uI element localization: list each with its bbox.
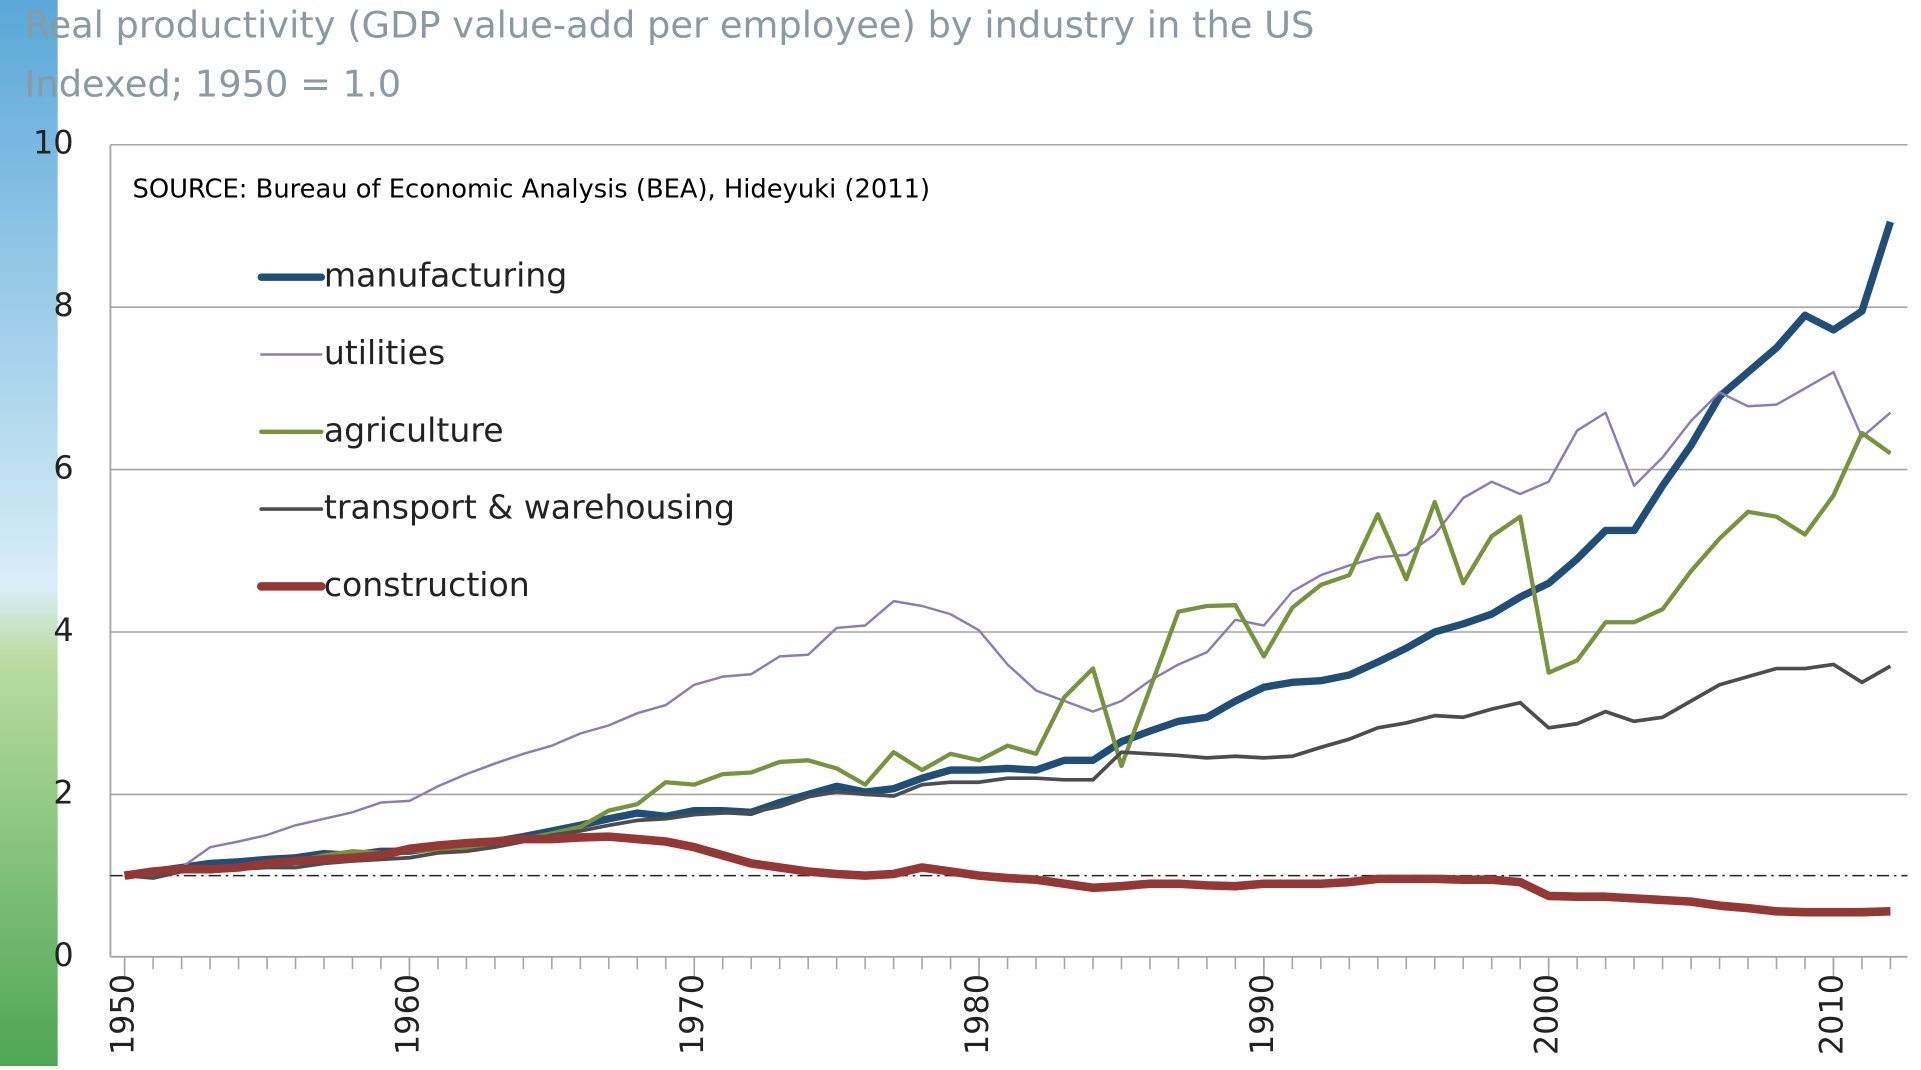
legend-label: transport & warehousing: [324, 488, 735, 527]
legend-label: construction: [324, 565, 530, 604]
y-tick-label: 2: [53, 773, 73, 811]
legend-label: utilities: [324, 333, 445, 372]
legend-label: manufacturing: [324, 256, 567, 295]
y-tick-label: 4: [53, 611, 73, 649]
side-decoration: [0, 0, 58, 1066]
x-tick-label: 1980: [958, 974, 996, 1055]
x-tick-label: 2000: [1528, 974, 1566, 1055]
x-tick-label: 1970: [673, 974, 711, 1055]
x-tick-label: 1950: [104, 974, 142, 1055]
series-line: [124, 370, 1892, 877]
series-line: [124, 662, 1892, 880]
chart-subtitle: Indexed; 1950 = 1.0: [25, 62, 402, 105]
source-note: SOURCE: Bureau of Economic Analysis (BEA…: [132, 175, 930, 205]
y-tick-label: 0: [53, 936, 73, 974]
y-tick-label: 10: [33, 124, 74, 162]
chart-title: Real productivity (GDP value-add per emp…: [25, 3, 1315, 46]
series-line: [124, 832, 1891, 917]
x-tick-label: 1960: [388, 974, 426, 1055]
x-tick-label: 2010: [1812, 974, 1850, 1055]
y-tick-label: 6: [53, 449, 73, 487]
legend-label: agriculture: [324, 410, 504, 449]
x-tick-label: 1990: [1243, 974, 1281, 1055]
y-tick-label: 8: [53, 286, 73, 324]
